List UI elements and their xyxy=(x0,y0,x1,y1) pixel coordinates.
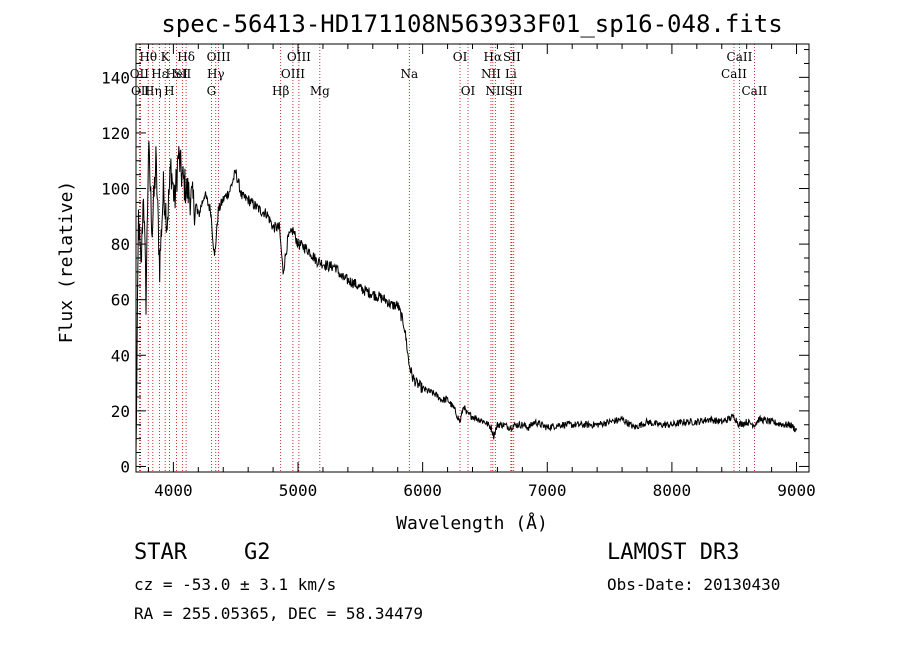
spectral-line-label: Hγ xyxy=(207,67,225,81)
x-tick-label: 8000 xyxy=(653,481,692,500)
y-tick-label: 100 xyxy=(101,180,130,199)
spectral-line-label: OII xyxy=(130,67,150,81)
spectral-line-label: CaII xyxy=(741,84,767,98)
spectral-line-label: Hβ xyxy=(272,84,289,98)
spectral-line-label: HeI xyxy=(165,67,188,81)
spectral-line-label: Mg xyxy=(310,84,330,98)
spectral-line-label: G xyxy=(207,84,217,98)
x-tick-label: 9000 xyxy=(777,481,816,500)
spectral-line-label: H xyxy=(164,84,174,98)
y-tick-label: 120 xyxy=(101,124,130,143)
y-tick-label: 20 xyxy=(111,402,130,421)
spectral-line-label: NII xyxy=(485,84,505,98)
x-axis-label: Wavelength (Å) xyxy=(396,512,548,534)
spectral-line-label: SII xyxy=(503,50,521,64)
x-tick-label: 4000 xyxy=(154,481,193,500)
spectral-line-label: OI xyxy=(461,84,476,98)
survey-name: LAMOST DR3 xyxy=(607,540,740,565)
spectral-line-label: Hθ xyxy=(139,50,157,64)
spectral-line-label: NII xyxy=(481,67,501,81)
spectral-line-label: SII xyxy=(174,67,192,81)
object-type: STAR xyxy=(134,540,187,565)
spectral-line-label: Hα xyxy=(484,50,503,64)
x-tick-label: 6000 xyxy=(403,481,442,500)
ra-dec-coords: RA = 255.05365, DEC = 58.34479 xyxy=(134,604,423,623)
y-tick-label: 60 xyxy=(111,291,130,310)
y-axis-label: Flux (relative) xyxy=(56,181,77,344)
spectral-line-markers xyxy=(138,44,755,472)
plot-frame xyxy=(135,43,810,473)
y-tick-label: 0 xyxy=(120,457,130,476)
spectral-line-label: Li xyxy=(505,67,517,81)
chart-title: spec-56413-HD171108N563933F01_sp16-048.f… xyxy=(161,10,782,38)
spectral-line-label: K xyxy=(161,50,171,64)
axis-ticks: 4000 5000 6000 7000 8000 9000 0 20 40 60 80 100 120 1… xyxy=(101,44,816,500)
flux-series-line xyxy=(135,140,797,453)
x-tick-label: 7000 xyxy=(528,481,567,500)
observation-date: Obs-Date: 20130430 xyxy=(607,575,781,594)
x-tick-label: 5000 xyxy=(279,481,318,500)
spectral-line-label: Hη xyxy=(144,84,162,98)
spectral-subclass: G2 xyxy=(244,540,271,565)
redshift-cz: cz = -53.0 ± 3.1 km/s xyxy=(134,575,337,594)
spectral-line-label: OIII xyxy=(287,50,311,64)
spectral-line-label: SII xyxy=(505,84,523,98)
spectral-line-label: Hδ xyxy=(177,50,195,64)
spectral-line-label: OIII xyxy=(207,50,231,64)
y-tick-label: 140 xyxy=(101,68,130,87)
spectral-line-label: OIII xyxy=(281,67,305,81)
spectral-line-label: CaII xyxy=(727,50,753,64)
spectral-line-label: OI xyxy=(453,50,468,64)
spectral-line-label: CaII xyxy=(721,67,747,81)
spectral-line-label: Na xyxy=(400,67,418,81)
y-tick-label: 40 xyxy=(111,346,130,365)
spectral-line-label: Hε xyxy=(151,67,168,81)
y-tick-label: 80 xyxy=(111,235,130,254)
